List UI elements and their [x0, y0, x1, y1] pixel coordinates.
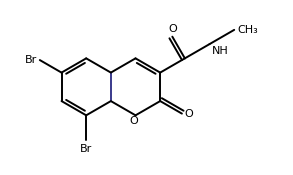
- Text: Br: Br: [25, 55, 37, 65]
- Text: CH₃: CH₃: [237, 25, 258, 35]
- Text: NH: NH: [212, 46, 229, 56]
- Text: O: O: [129, 116, 138, 126]
- Text: O: O: [168, 24, 177, 34]
- Text: Br: Br: [80, 144, 92, 154]
- Text: O: O: [185, 109, 193, 119]
